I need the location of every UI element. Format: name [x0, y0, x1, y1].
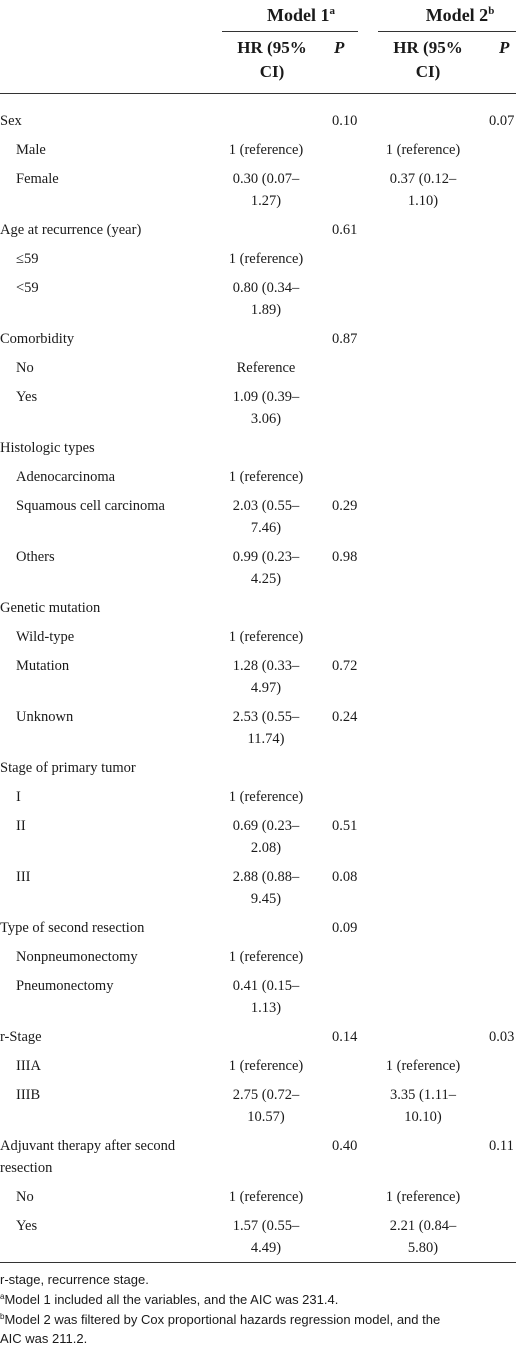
model1-p-value: 0.61 [332, 222, 358, 238]
row-label: Adenocarcinoma [16, 469, 116, 485]
model1-title: Model 1 [267, 5, 330, 25]
row-label: III [16, 869, 31, 885]
model1-p-value: 0.24 [332, 709, 358, 725]
model1-p-value: 0.51 [332, 818, 358, 834]
row-label: Male [16, 142, 46, 158]
model2-hr-value: 1 (reference) [385, 1058, 461, 1074]
model1-hr-value: 2.88 (0.88– 9.45) [232, 869, 300, 907]
row-label: Adjuvant therapy after second resection [0, 1138, 176, 1176]
model1-hr-header: HR (95% CI) [237, 38, 307, 81]
model1-hr-value: 1 (reference) [228, 629, 304, 645]
model1-hr-value: 1 (reference) [228, 789, 304, 805]
model2-hr-value: 0.37 (0.12– 1.10) [389, 171, 457, 209]
row-label: Unknown [16, 709, 74, 725]
row-label: Genetic mutation [0, 600, 101, 616]
header-bottom-rule [0, 93, 516, 94]
row-label: ≤59 [16, 251, 39, 267]
footnote-a: aModel 1 included all the variables, and… [0, 1292, 339, 1307]
footnote-b: bModel 2 was filtered by Cox proportiona… [0, 1312, 441, 1346]
model2-hr-header: HR (95% CI) [393, 38, 463, 81]
row-label: Squamous cell carcinoma [16, 498, 165, 514]
model1-hr-value: 1.57 (0.55– 4.49) [232, 1218, 300, 1256]
row-label: No [16, 1189, 34, 1205]
model1-p-value: 0.29 [332, 498, 358, 514]
model1-hr-value: 2.75 (0.72– 10.57) [232, 1087, 300, 1125]
row-label: Yes [16, 389, 38, 405]
model2-header: Model 2b [405, 5, 515, 25]
model1-footnote-mark: a [329, 5, 336, 17]
model2-hr-value: 1 (reference) [385, 142, 461, 158]
model1-hr-value: 2.03 (0.55– 7.46) [232, 498, 300, 536]
model1-hr-value: 1 (reference) [228, 142, 304, 158]
model2-title: Model 2 [425, 5, 489, 25]
model1-hr-value: 1.28 (0.33– 4.97) [232, 658, 300, 696]
footnote-abbrev: r-stage, recurrence stage. [0, 1272, 149, 1287]
model1-header: Model 1a [246, 5, 356, 25]
row-label: r-Stage [0, 1029, 42, 1045]
model1-hr-value: 1.09 (0.39– 3.06) [232, 389, 300, 427]
row-label: Type of second resection [0, 920, 145, 936]
model2-p-header: P [499, 38, 510, 57]
model1-hr-value: 1 (reference) [228, 1058, 304, 1074]
row-label: Stage of primary tumor [0, 760, 136, 776]
row-label: Pneumonectomy [16, 978, 114, 994]
model1-hr-value: 0.80 (0.34– 1.89) [232, 280, 300, 318]
row-label: Nonpneumonectomy [16, 949, 138, 965]
row-label: Histologic types [0, 440, 95, 456]
model1-p-value: 0.40 [332, 1138, 358, 1154]
model1-underline [222, 31, 358, 32]
row-label: IIIB [16, 1087, 41, 1103]
model2-hr-value: 1 (reference) [385, 1189, 461, 1205]
row-label: II [16, 818, 26, 834]
model2-p-value: 0.11 [489, 1138, 514, 1154]
model1-p-value: 0.98 [332, 549, 358, 565]
model1-p-value: 0.08 [332, 869, 358, 885]
row-label: Comorbidity [0, 331, 75, 347]
table-bottom-rule [0, 1262, 516, 1263]
row-label: <59 [16, 280, 39, 296]
model1-hr-value: 2.53 (0.55– 11.74) [232, 709, 300, 747]
model2-p-value: 0.03 [489, 1029, 515, 1045]
model2-hr-value: 2.21 (0.84– 5.80) [389, 1218, 457, 1256]
model1-hr-value: 0.69 (0.23– 2.08) [232, 818, 300, 856]
model2-footnote-mark: b [488, 5, 495, 17]
model1-hr-value: 1 (reference) [228, 1189, 304, 1205]
model1-hr-value: 1 (reference) [228, 469, 304, 485]
model1-p-value: 0.09 [332, 920, 358, 936]
model1-p-value: 0.72 [332, 658, 358, 674]
model1-hr-value: 1 (reference) [228, 251, 304, 267]
row-label: IIIA [16, 1058, 41, 1074]
model1-hr-value: 0.30 (0.07– 1.27) [232, 171, 300, 209]
row-label: Mutation [16, 658, 70, 674]
model1-hr-value: 1 (reference) [228, 949, 304, 965]
model1-hr-value: 0.99 (0.23– 4.25) [232, 549, 300, 587]
model1-p-header: P [334, 38, 345, 57]
model1-hr-value: 0.41 (0.15– 1.13) [232, 978, 300, 1016]
row-label: Age at recurrence (year) [0, 222, 142, 238]
row-label: I [16, 789, 21, 805]
model2-hr-value: 3.35 (1.11– 10.10) [390, 1087, 456, 1125]
model1-p-value: 0.10 [332, 113, 358, 129]
row-label: No [16, 360, 34, 376]
row-label: Others [16, 549, 55, 565]
row-label: Sex [0, 113, 22, 129]
model1-p-value: 0.87 [332, 331, 358, 347]
row-label: Female [16, 171, 59, 187]
model2-underline [378, 31, 516, 32]
row-label: Yes [16, 1218, 38, 1234]
model1-p-value: 0.14 [332, 1029, 358, 1045]
row-label: Wild-type [16, 629, 75, 645]
model1-hr-value: Reference [236, 360, 296, 376]
model2-p-value: 0.07 [489, 113, 515, 129]
